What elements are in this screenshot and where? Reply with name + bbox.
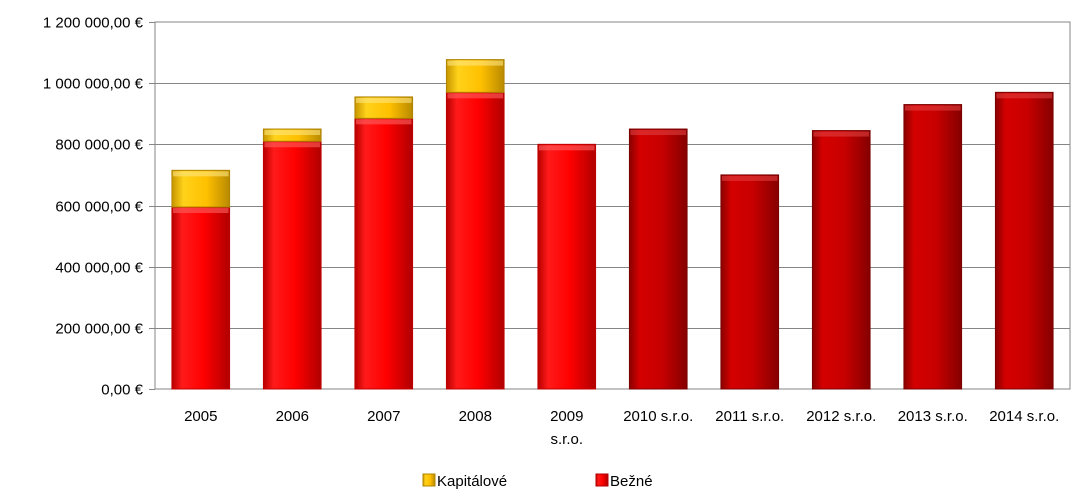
x-tick-label: 2014 s.r.o. [989,408,1059,425]
x-axis: 2005 2006 2007 2008 2009 s.r.o. 2010 s.r.o. 201… [184,408,1059,448]
x-tick-label: 2007 [367,408,400,425]
bar-highlight [355,119,412,125]
y-tick-label: 0,00 € [101,382,143,399]
x-tick-label: 2013 s.r.o. [898,408,968,425]
bar-highlight [813,131,870,137]
bar-highlight [172,208,229,214]
legend-label: Kapitálové [437,473,507,490]
bars [171,59,1054,390]
x-tick-label: 2012 s.r.o. [806,408,876,425]
x-tick-label: 2009 s.r.o. [550,408,583,448]
bar-highlight [447,93,504,99]
x-tick-label: 2010 s.r.o. [623,408,693,425]
bar-bezne [354,117,414,390]
y-tick-label: 1 000 000,00 € [43,76,144,93]
bar-kapitalove [171,169,231,208]
legend-swatch [422,473,436,487]
y-tick-label: 1 200 000,00 € [43,15,144,32]
bar-bezne [994,91,1054,390]
bar-bezne [720,174,780,390]
y-tick-label: 800 000,00 € [55,137,143,154]
x-tick-label: 2006 [276,408,309,425]
bar-highlight [721,175,778,181]
y-axis: 0,00 € 200 000,00 € 400 000,00 € 600 000,00… [43,15,155,399]
bar-bezne [171,206,231,390]
legend-label: Bežné [610,473,653,490]
bar-bezne [537,143,597,390]
bar-highlight [630,130,687,136]
y-tick-label: 400 000,00 € [55,260,143,277]
bar-highlight [264,130,321,136]
bar-highlight [264,142,321,148]
legend-swatch [595,473,609,487]
x-tick-label: 2005 [184,408,217,425]
bar-bezne [903,104,963,390]
y-tick-label: 600 000,00 € [55,199,143,216]
legend: Kapitálové Bežné [422,473,653,490]
x-tick-label: 2008 [459,408,492,425]
plot-area [154,21,1071,390]
bar-bezne [445,91,505,390]
x-tick-label: 2011 s.r.o. [715,408,784,425]
bar-highlight [904,105,961,111]
bar-bezne [262,140,322,390]
bar-highlight [355,97,412,103]
bar-bezne [811,130,871,390]
bar-highlight [172,171,229,177]
bar-highlight [538,145,595,151]
bar-highlight [447,60,504,66]
y-tick-label: 200 000,00 € [55,321,143,338]
bar-highlight [996,93,1053,99]
bar-bezne [628,128,688,390]
